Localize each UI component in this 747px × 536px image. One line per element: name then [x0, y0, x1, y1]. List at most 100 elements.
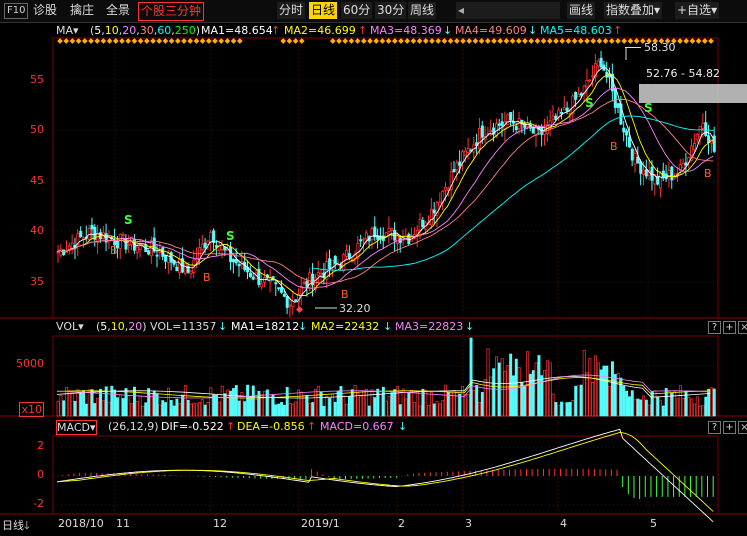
- signal-diamond: [106, 38, 113, 44]
- close-icon[interactable]: ×: [738, 421, 747, 434]
- candle-body: [305, 280, 309, 288]
- diagnose-button[interactable]: 诊股: [33, 3, 58, 17]
- signal-diamond: [522, 38, 528, 44]
- signal-diamond: [404, 38, 411, 44]
- sell-marker: S: [226, 229, 235, 243]
- ma2-arrow: ↑: [358, 24, 368, 37]
- volume-bar: [93, 403, 97, 417]
- candle-body: [435, 202, 439, 216]
- volume-bar: [582, 349, 586, 417]
- plus-icon[interactable]: +: [723, 421, 736, 434]
- volume-bar: [596, 362, 600, 417]
- volume-bar: [195, 403, 199, 417]
- vol-tick-5000: 5000: [16, 357, 44, 370]
- volume-bar: [446, 391, 450, 417]
- candle-body: [670, 166, 674, 181]
- candle-body: [582, 85, 586, 95]
- signal-diamond: [553, 38, 559, 44]
- volume-bar: [152, 390, 156, 417]
- draw-line-button[interactable]: 画线: [567, 2, 596, 19]
- candle-body: [294, 299, 298, 302]
- volume-bar: [90, 389, 94, 417]
- signal-diamond: [360, 38, 367, 44]
- tab-minute[interactable]: 分时: [277, 2, 306, 19]
- candle-body: [551, 115, 555, 120]
- help-icon[interactable]: ?: [708, 321, 721, 334]
- chevron-left-icon: ◂: [458, 3, 465, 17]
- volume-bar: [144, 402, 148, 417]
- signal-diamond: [143, 38, 150, 44]
- volume-bar: [277, 403, 281, 417]
- candle-body: [186, 266, 190, 273]
- candle-body: [347, 253, 351, 259]
- candle-body: [639, 161, 643, 174]
- plus-icon[interactable]: +: [723, 321, 736, 334]
- tab-30min[interactable]: 30分: [375, 2, 407, 19]
- signal-diamond: [212, 38, 218, 44]
- volume-bar: [316, 385, 320, 417]
- buy-marker: B: [610, 140, 618, 153]
- volume-bar: [220, 385, 224, 417]
- volume-bar: [390, 392, 394, 417]
- signal-diamond: [230, 38, 237, 44]
- volume-bar: [265, 389, 269, 417]
- volume-bar: [314, 389, 317, 417]
- candle-body: [692, 142, 697, 150]
- signal-diamond: [224, 38, 231, 44]
- add-watch-button[interactable]: +自选▾: [675, 2, 720, 19]
- candle-body: [463, 150, 467, 157]
- buy-marker: B: [110, 244, 118, 257]
- volume-bar: [695, 396, 699, 417]
- macd-params: (26,12,9): [108, 420, 159, 433]
- candle-body: [67, 245, 71, 251]
- volume-bar: [461, 386, 465, 417]
- candle-body: [183, 263, 187, 274]
- signal-diamond: [608, 38, 615, 44]
- price-tick-40: 40: [30, 224, 44, 237]
- fullview-button[interactable]: 全景: [106, 3, 131, 17]
- vol-indicator-name[interactable]: VOL▾: [56, 320, 84, 333]
- volume-bar: [62, 400, 66, 417]
- tab-60min[interactable]: 60分: [341, 2, 373, 19]
- candle-body: [429, 208, 433, 226]
- candle-body: [274, 282, 278, 285]
- vol-value: VOL=11357: [150, 320, 217, 333]
- range-label: 52.76 - 54.82: [646, 67, 720, 80]
- shrink-button[interactable]: 擒庄: [70, 3, 95, 17]
- volume-bar: [141, 405, 145, 417]
- period-label[interactable]: 日线🡓: [2, 519, 30, 532]
- f10-button[interactable]: F10: [4, 3, 29, 19]
- three-min-button[interactable]: 个股三分钟: [138, 2, 205, 21]
- signal-diamond: [491, 38, 497, 44]
- candle-body: [659, 172, 663, 189]
- candle-body: [90, 224, 94, 230]
- help-icon[interactable]: ?: [708, 421, 721, 434]
- signal-diamond: [181, 38, 187, 44]
- volume-bar: [509, 353, 513, 417]
- vol-pane-icons: ? + ×: [706, 320, 747, 336]
- candle-body: [642, 169, 646, 175]
- candle-body: [178, 258, 182, 273]
- ma-indicator-name[interactable]: MA▾: [56, 24, 79, 37]
- signal-diamond: [137, 38, 144, 44]
- close-icon[interactable]: ×: [738, 321, 747, 334]
- tab-daily[interactable]: 日线: [309, 2, 338, 19]
- range-highlight: [639, 84, 747, 103]
- tab-weekly[interactable]: 周线: [408, 2, 437, 19]
- signal-diamond: [658, 38, 665, 44]
- volume-bar: [101, 400, 105, 417]
- candle-body: [200, 243, 204, 250]
- signal-diamond: [503, 38, 510, 44]
- candle-body: [342, 254, 346, 271]
- volume-bar: [333, 401, 337, 417]
- volume-bar: [353, 385, 357, 417]
- period-more-slot[interactable]: ◂: [456, 2, 560, 19]
- macd-indicator-name[interactable]: MACD▾: [56, 420, 97, 435]
- volume-bar: [166, 387, 170, 417]
- x-label: 2: [398, 517, 405, 530]
- macd-pane-icons: ? + ×: [706, 420, 747, 436]
- index-overlay-button[interactable]: 指数叠加▾: [604, 2, 663, 19]
- candle-body: [328, 258, 332, 269]
- volume-bar: [526, 351, 530, 417]
